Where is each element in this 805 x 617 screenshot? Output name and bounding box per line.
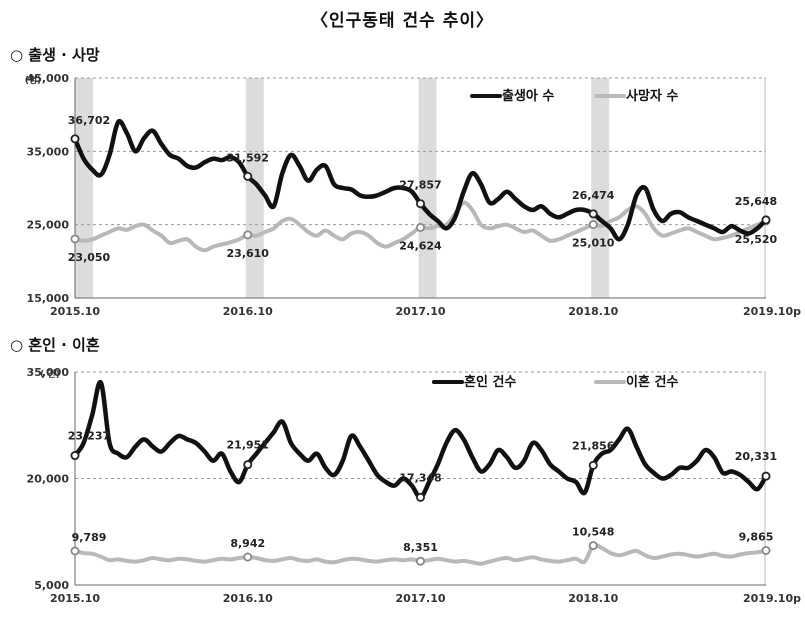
data-label: 23,050 (68, 251, 111, 264)
data-point-marker (70, 134, 80, 144)
data-label: 9,789 (72, 531, 107, 544)
data-point-marker (243, 460, 253, 470)
data-point-marker (588, 220, 598, 230)
x-tick-label: 2015.10 (50, 305, 100, 318)
data-label: 26,474 (572, 189, 615, 202)
data-label: 27,857 (399, 179, 441, 192)
data-label: 23,610 (227, 247, 270, 260)
data-point-marker (761, 471, 771, 481)
data-point-marker (761, 545, 771, 555)
data-label: 24,624 (399, 239, 442, 252)
data-label: 25,648 (735, 195, 777, 208)
y-tick-label: 35,000 (27, 366, 70, 379)
birth-death-chart: 15,000 25,000 35,000 45,000(명) 2015.10 2016.1… (25, 72, 801, 318)
legend-label: 이혼 건수 (626, 374, 678, 390)
data-label: 8,942 (230, 537, 265, 550)
section-heading-marriage-divorce: ○ 혼인 · 이혼 (10, 336, 100, 354)
x-tick-label: 2016.10 (223, 305, 273, 318)
data-label: 25,520 (735, 233, 778, 246)
data-point-marker (70, 451, 80, 461)
october-band (591, 78, 610, 298)
data-point-marker (70, 234, 80, 244)
data-point-marker (415, 492, 425, 502)
y-tick-label: 45,000 (27, 72, 70, 85)
x-tick-label: 2015.10 (50, 592, 100, 605)
data-label: 20,331 (735, 450, 777, 463)
data-point-marker (243, 552, 253, 562)
data-label: 17,348 (399, 471, 441, 484)
y-unit-label: (명) (25, 74, 42, 86)
data-point-marker (243, 171, 253, 181)
october-band (75, 78, 93, 298)
data-point-marker (588, 541, 598, 551)
october-band (245, 78, 264, 298)
x-tick-label: 2018.10 (568, 305, 618, 318)
data-point-marker (243, 230, 253, 240)
data-point-marker (70, 546, 80, 556)
y-tick-label: 5,000 (34, 579, 69, 592)
data-point-marker (588, 209, 598, 219)
y-tick-label: 35,000 (27, 145, 70, 158)
data-label: 21,856 (572, 439, 615, 452)
october-band (764, 78, 766, 298)
x-tick-label: 2018.10 (568, 592, 618, 605)
x-tick-label: 2016.10 (223, 592, 273, 605)
marriage-divorce-chart: 5,000 20,000 35,000( 건) 2015.10 2016.10 2017.… (27, 366, 802, 605)
y-tick-label: 20,000 (27, 473, 70, 486)
y-tick-label: 15,000 (27, 292, 70, 305)
data-label: 25,010 (572, 237, 615, 250)
page-title: 〈인구동태 건수 추이〉 (311, 11, 494, 31)
data-label: 8,351 (403, 541, 438, 554)
data-point-marker (588, 460, 598, 470)
y-tick-label: 25,000 (27, 219, 70, 232)
section-heading-birth-death: ○ 출생 · 사망 (10, 46, 100, 64)
data-point-marker (415, 199, 425, 209)
data-label: 21,951 (227, 439, 269, 452)
data-point-marker (761, 215, 771, 225)
data-label: 36,702 (68, 114, 110, 127)
x-tick-label: 2019.10p (743, 592, 801, 605)
x-tick-label: 2017.10 (395, 305, 445, 318)
data-point-marker (415, 556, 425, 566)
data-label: 10,548 (572, 526, 614, 539)
x-tick-label: 2017.10 (395, 592, 445, 605)
data-point-marker (415, 222, 425, 232)
data-label: 9,865 (739, 530, 774, 543)
october-band (418, 78, 437, 298)
y-unit-label: ( 건) (40, 368, 60, 380)
data-label: 31,592 (227, 151, 269, 164)
legend-label: 출생아 수 (502, 88, 554, 104)
legend-label: 혼인 건수 (464, 374, 516, 390)
x-tick-label: 2019.10p (743, 305, 801, 318)
data-label: 23,237 (68, 430, 110, 443)
legend-label: 사망자 수 (626, 88, 678, 104)
